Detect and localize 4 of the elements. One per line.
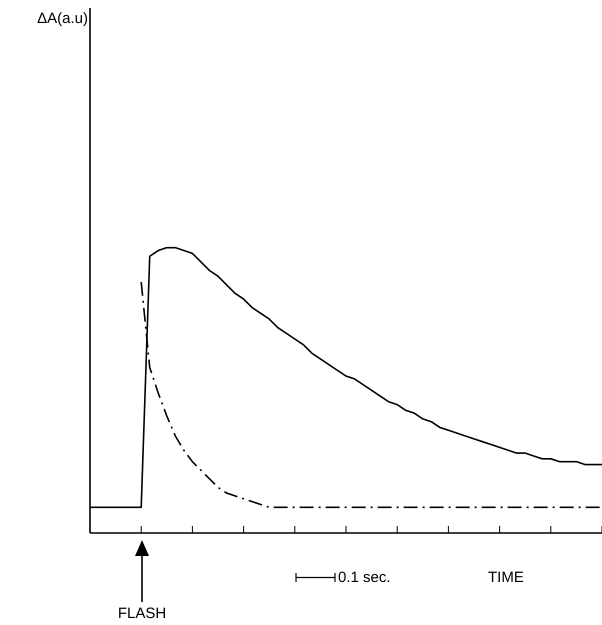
text: ΔA(a.u) [37,10,88,27]
text: 0.1 sec. [338,569,391,586]
text: FLASH [118,605,166,622]
x-axis-title: TIME [488,569,524,586]
